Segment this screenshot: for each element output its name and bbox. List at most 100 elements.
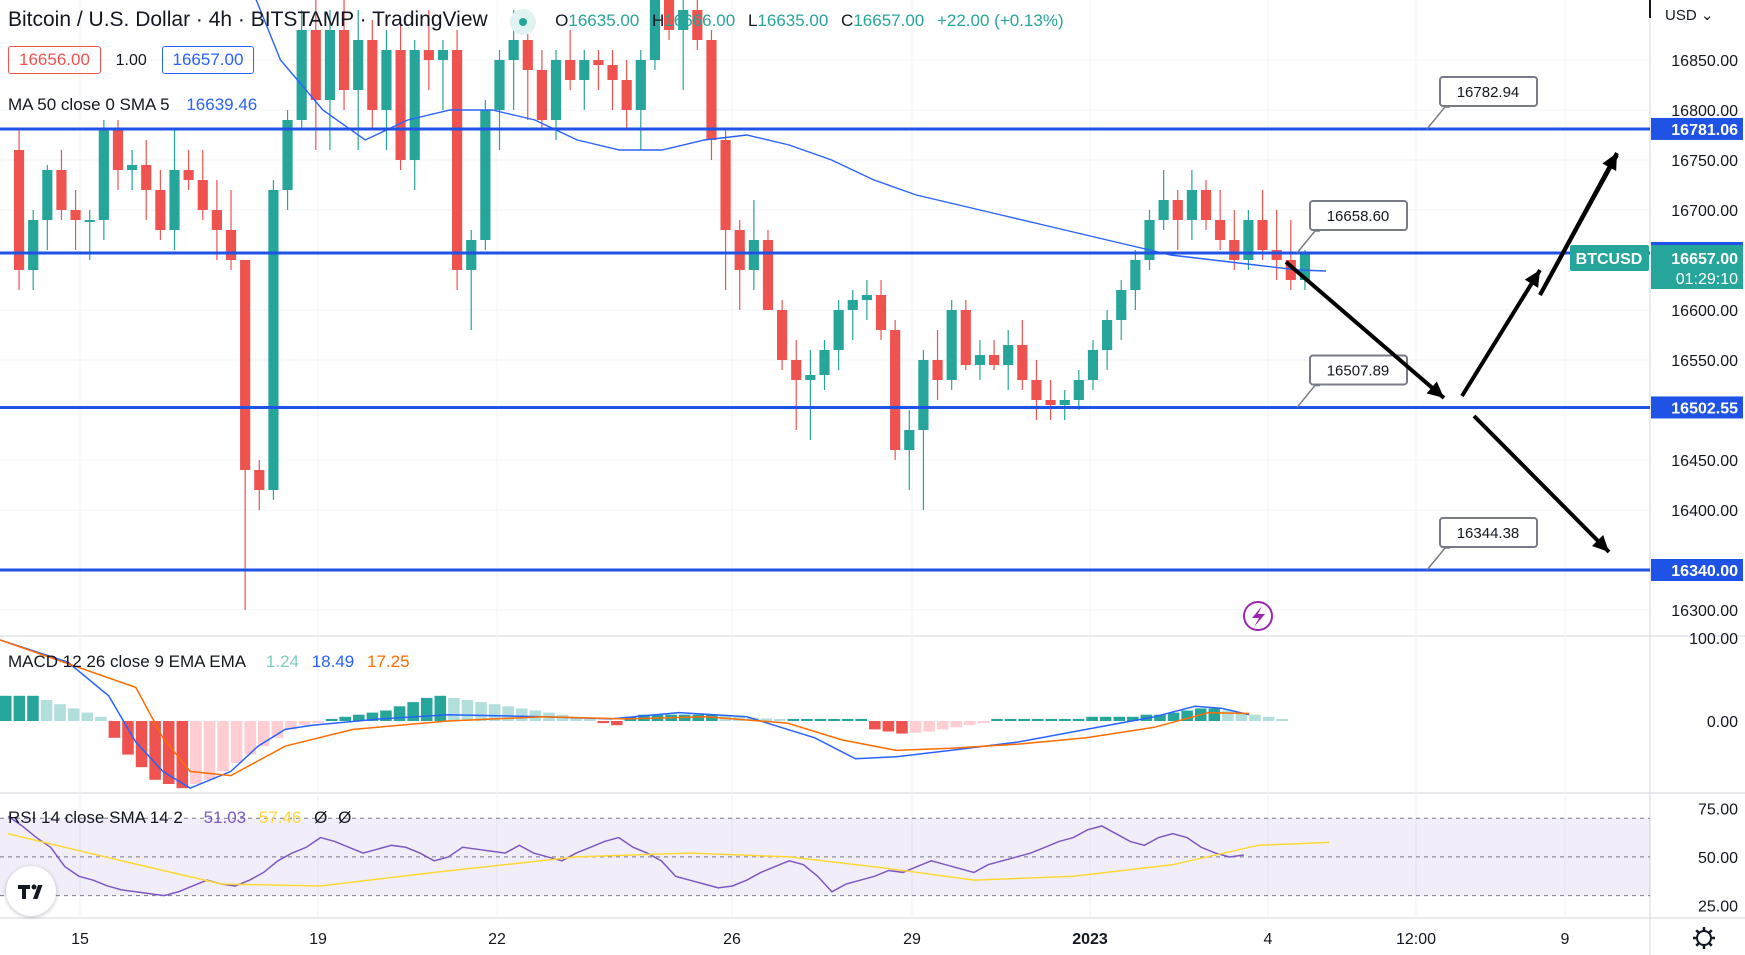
candle-body [635, 60, 646, 110]
candle-body [1299, 253, 1311, 280]
level-price-label: 16340.00 [1671, 563, 1738, 580]
candle-body [56, 170, 67, 210]
candle-body [1257, 220, 1268, 250]
macd-bar [0, 695, 12, 721]
candle-body [1186, 190, 1197, 220]
macd-bar [271, 721, 284, 738]
macd-bar [135, 721, 148, 768]
candle-body [748, 240, 759, 270]
candle-body [28, 220, 39, 270]
macd-signal-value: 17.25 [367, 652, 410, 671]
ohlc-low-label: L [747, 11, 758, 30]
macd-bar [1032, 718, 1044, 721]
time-tick-label: 29 [903, 931, 921, 948]
candle-body [480, 110, 491, 240]
currency-selector[interactable]: USD ⌄ [1665, 6, 1713, 24]
macd-bar [325, 718, 338, 721]
time-tick-label: 4 [1264, 931, 1273, 948]
macd-bar [1113, 716, 1126, 721]
candle-body [1285, 260, 1296, 280]
macd-bar [312, 721, 324, 724]
candle-body [494, 60, 505, 110]
ma-value: 16639.46 [186, 95, 258, 114]
candle-body [974, 355, 986, 365]
macd-bar [828, 718, 840, 721]
sell-button[interactable]: 16656.00 [8, 46, 101, 74]
price-callout-label: 16782.94 [1457, 84, 1520, 101]
macd-bar [611, 721, 623, 726]
macd-bar [1276, 718, 1288, 721]
candle-body [1200, 190, 1212, 220]
buy-button[interactable]: 16657.00 [161, 46, 255, 74]
candle-body [1102, 320, 1113, 350]
macd-bar [108, 721, 121, 738]
candle-body [395, 50, 406, 160]
ma-legend[interactable]: MA 50 close 0 SMA 5 16639.46 [8, 95, 257, 115]
candle-body [791, 360, 802, 380]
countdown-label: 01:29:10 [1676, 271, 1738, 288]
symbol-tag [1570, 245, 1649, 271]
candle-body [141, 165, 152, 190]
rsi-extra-1: Ø [314, 808, 328, 827]
rsi-extra-2: Ø [338, 808, 352, 827]
candle-body [833, 310, 844, 350]
price-tick-label: 16600.00 [1671, 303, 1738, 320]
candle-body [904, 430, 915, 450]
price-callout-box [1309, 199, 1408, 231]
candle-body [98, 130, 109, 220]
macd-bar [869, 721, 881, 730]
macd-bar [285, 721, 297, 730]
macd-bar [475, 702, 487, 721]
candle-body [508, 40, 519, 60]
macd-bar [896, 721, 908, 734]
candle-body [437, 50, 449, 60]
time-tick-label: 12:00 [1396, 931, 1436, 948]
macd-bar [488, 704, 501, 721]
macd-bar [529, 710, 542, 721]
ohlc-open-label: O [555, 11, 569, 30]
ohlc-high: 16666.00 [664, 11, 736, 30]
price-tick-label: 16850.00 [1671, 53, 1738, 70]
arrow-up-2 [1538, 152, 1619, 296]
candle-body [663, 0, 675, 30]
candle-body [225, 230, 237, 260]
macd-bar [1154, 714, 1166, 721]
macd-bar [882, 721, 895, 732]
legend-row: Bitcoin / U.S. Dollar · 4h · BITSTAMP · … [8, 8, 1064, 35]
macd-bar [1127, 716, 1139, 721]
level-price-tag [1651, 117, 1743, 140]
macd-legend[interactable]: MACD 12 26 close 9 EMA EMA 1.24 18.49 17… [8, 652, 410, 672]
candle-body [946, 310, 957, 380]
price-callout-label: 16344.38 [1457, 525, 1520, 542]
candle-body [254, 470, 265, 490]
level-price-label: 16502.55 [1671, 400, 1738, 417]
candle-body [918, 360, 929, 430]
macd-bar [583, 718, 596, 721]
macd-bar [420, 697, 433, 721]
candle-body [282, 120, 293, 190]
macd-bar [1181, 710, 1193, 721]
price-tick-label: 16450.00 [1671, 453, 1738, 470]
macd-bar [570, 716, 582, 721]
macd-bar [1059, 718, 1071, 721]
candle-body [169, 170, 180, 230]
settings-gear-icon[interactable] [1693, 927, 1715, 949]
macd-hist-value: 1.24 [265, 652, 299, 671]
ohlc-close: 16657.00 [853, 11, 925, 30]
lightning-icon-bolt [1252, 606, 1265, 627]
macd-bar [801, 718, 813, 721]
rsi-legend[interactable]: RSI 14 close SMA 14 2 51.03 57.46 Ø Ø [8, 808, 351, 828]
macd-bar [230, 721, 243, 763]
candle-body [42, 170, 53, 220]
macd-bar [81, 712, 94, 721]
symbol-title[interactable]: Bitcoin / U.S. Dollar · 4h · BITSTAMP · … [8, 8, 488, 31]
macd-bar [461, 700, 474, 721]
candle-body [211, 210, 222, 230]
macd-bar [149, 721, 161, 780]
arrow-down-1 [1284, 260, 1446, 400]
candle-body [607, 65, 618, 80]
tradingview-logo-icon[interactable] [6, 866, 56, 916]
candle-body [310, 30, 321, 100]
candle-body [805, 375, 816, 380]
